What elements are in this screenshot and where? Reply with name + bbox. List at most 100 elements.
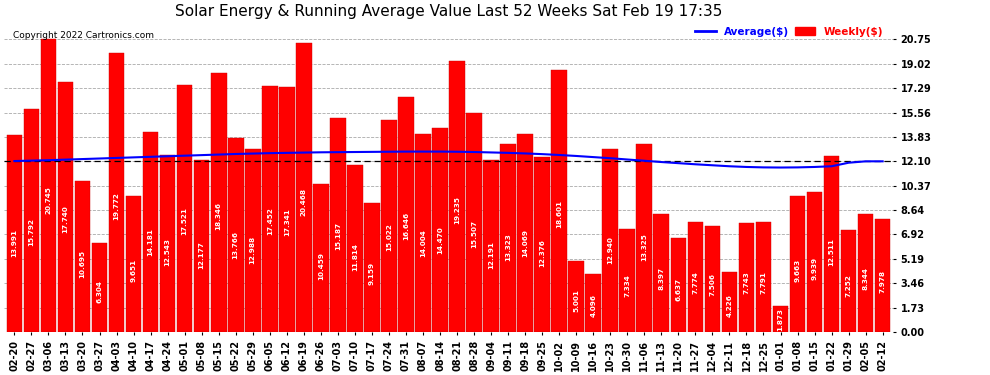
Bar [313,184,329,332]
Bar [772,306,788,332]
Bar [568,261,584,332]
Text: 17.452: 17.452 [266,207,273,235]
Bar [807,192,823,332]
Text: 7.791: 7.791 [760,271,766,294]
Text: 19.235: 19.235 [454,196,460,224]
Text: 17.521: 17.521 [181,207,188,235]
Text: 5.001: 5.001 [573,289,579,312]
Text: 16.646: 16.646 [403,212,409,240]
Bar [449,61,465,332]
Text: 7.978: 7.978 [880,270,886,293]
Text: 20.468: 20.468 [301,188,307,216]
Bar [620,228,636,332]
Bar [824,156,840,332]
Text: 12.376: 12.376 [540,240,545,267]
Bar [126,196,142,332]
Text: 13.766: 13.766 [233,231,239,259]
Bar [245,149,260,332]
Text: 12.543: 12.543 [164,238,170,266]
Bar [687,222,703,332]
Bar [41,39,56,332]
Text: 1.873: 1.873 [777,309,783,332]
Legend: Average($), Weekly($): Average($), Weekly($) [695,27,883,37]
Bar [159,155,175,332]
Text: 15.022: 15.022 [386,223,392,251]
Bar [296,44,312,332]
Text: 6.637: 6.637 [675,278,681,302]
Bar [739,223,754,332]
Bar [841,230,856,332]
Text: 6.304: 6.304 [96,280,103,303]
Text: 7.743: 7.743 [743,272,749,294]
Text: 20.745: 20.745 [46,186,51,214]
Text: 12.988: 12.988 [249,236,255,264]
Bar [535,158,550,332]
Bar [415,135,431,332]
Text: 19.772: 19.772 [114,192,120,220]
Bar [551,70,567,332]
Text: 10.695: 10.695 [79,250,85,278]
Bar [518,134,533,332]
Bar [381,120,397,332]
Text: 8.344: 8.344 [862,267,868,290]
Bar [228,138,244,332]
Text: 12.177: 12.177 [199,241,205,268]
Text: 11.814: 11.814 [351,243,357,271]
Bar [466,113,482,332]
Text: 9.939: 9.939 [812,257,818,280]
Text: 18.601: 18.601 [556,200,562,228]
Text: Copyright 2022 Cartronics.com: Copyright 2022 Cartronics.com [13,31,154,40]
Bar [653,213,669,332]
Bar [483,160,499,332]
Text: 14.181: 14.181 [148,228,153,256]
Bar [637,144,652,332]
Bar [755,222,771,332]
Text: 7.774: 7.774 [692,271,698,294]
Bar [92,243,107,332]
Bar [211,73,227,332]
Bar [330,118,346,332]
Text: 9.159: 9.159 [369,262,375,285]
Text: 4.096: 4.096 [590,294,596,318]
Bar [857,214,873,332]
Bar [722,272,738,332]
Text: 17.740: 17.740 [62,206,68,233]
Bar [433,128,447,332]
Bar [603,150,618,332]
Text: 15.187: 15.187 [335,222,341,250]
Bar [398,97,414,332]
Text: 7.334: 7.334 [625,274,631,297]
Bar [364,203,380,332]
Bar [262,86,277,332]
Text: 7.252: 7.252 [845,274,851,297]
Text: 15.507: 15.507 [471,219,477,248]
Text: 13.991: 13.991 [11,229,18,257]
Bar [24,109,40,332]
Bar [347,165,362,332]
Bar [109,53,125,332]
Text: 14.069: 14.069 [522,229,528,256]
Text: 12.191: 12.191 [488,241,494,268]
Bar [57,82,73,332]
Bar [790,196,805,332]
Text: 14.004: 14.004 [420,229,426,257]
Bar [875,219,890,332]
Text: 4.226: 4.226 [727,294,733,316]
Bar [7,135,22,332]
Text: 18.346: 18.346 [216,201,222,229]
Text: 13.325: 13.325 [642,234,647,261]
Text: 7.506: 7.506 [710,273,716,296]
Text: 9.651: 9.651 [131,259,137,282]
Bar [670,238,686,332]
Text: 17.341: 17.341 [284,208,290,236]
Text: 12.511: 12.511 [829,238,835,267]
Text: 12.940: 12.940 [607,236,613,264]
Bar [500,144,516,332]
Bar [705,226,721,332]
Text: 8.397: 8.397 [658,267,664,290]
Text: 10.459: 10.459 [318,252,324,280]
Bar [194,160,210,332]
Text: 9.663: 9.663 [795,259,801,282]
Bar [585,274,601,332]
Text: 14.470: 14.470 [437,226,443,254]
